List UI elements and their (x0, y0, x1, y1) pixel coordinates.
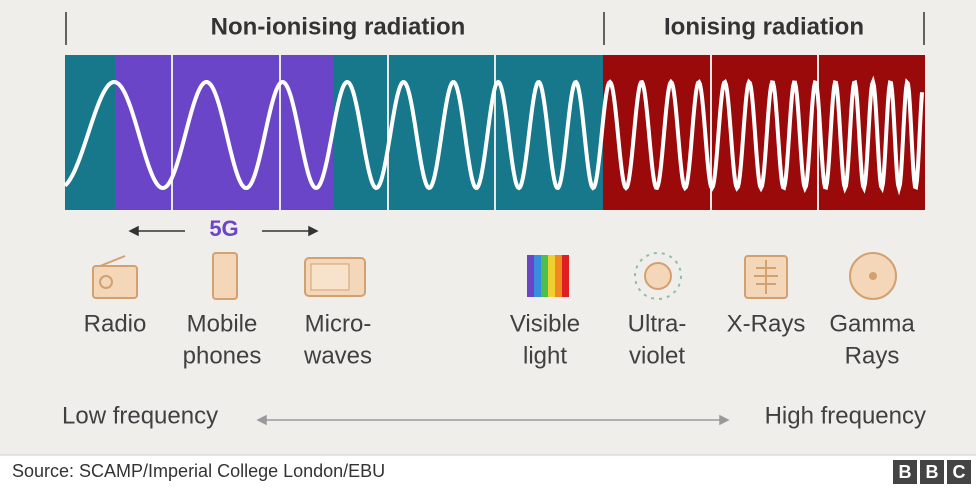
item-label: Visible (510, 310, 580, 337)
source: Source: SCAMP/Imperial College London/EB… (12, 461, 385, 481)
item-label: Gamma (829, 310, 915, 337)
non-ionising-title: Non-ionising radiation (211, 13, 466, 40)
logo-box (920, 460, 944, 484)
logo-box (947, 460, 971, 484)
logo-letter: C (953, 462, 966, 482)
item-label: Mobile (187, 310, 258, 337)
ionising-title: Ionising radiation (664, 13, 864, 40)
frequency-arrow (256, 414, 730, 426)
item-label: Radio (84, 310, 147, 337)
icons (92, 252, 897, 300)
5g-arrows (128, 225, 319, 237)
logo-letter: B (899, 462, 912, 482)
item-label: Micro- (305, 310, 372, 337)
high-frequency: High frequency (765, 402, 926, 429)
low-frequency: Low frequency (62, 402, 218, 429)
logo-letter: B (926, 462, 939, 482)
5g-band (115, 55, 333, 210)
wave (63, 75, 924, 196)
item-label: X-Rays (727, 310, 806, 337)
logo-box (893, 460, 917, 484)
item-label: waves (303, 342, 372, 369)
5g-label: 5G (209, 216, 238, 241)
item-label: Ultra- (628, 310, 687, 337)
item-label: violet (629, 342, 685, 369)
item-label: light (523, 342, 567, 369)
item-label: phones (183, 342, 262, 369)
item-labels: Radio Mobile phones Micro-waves Visible light… (84, 310, 916, 369)
item-label: Rays (845, 342, 900, 369)
header-ticks (65, 12, 925, 45)
